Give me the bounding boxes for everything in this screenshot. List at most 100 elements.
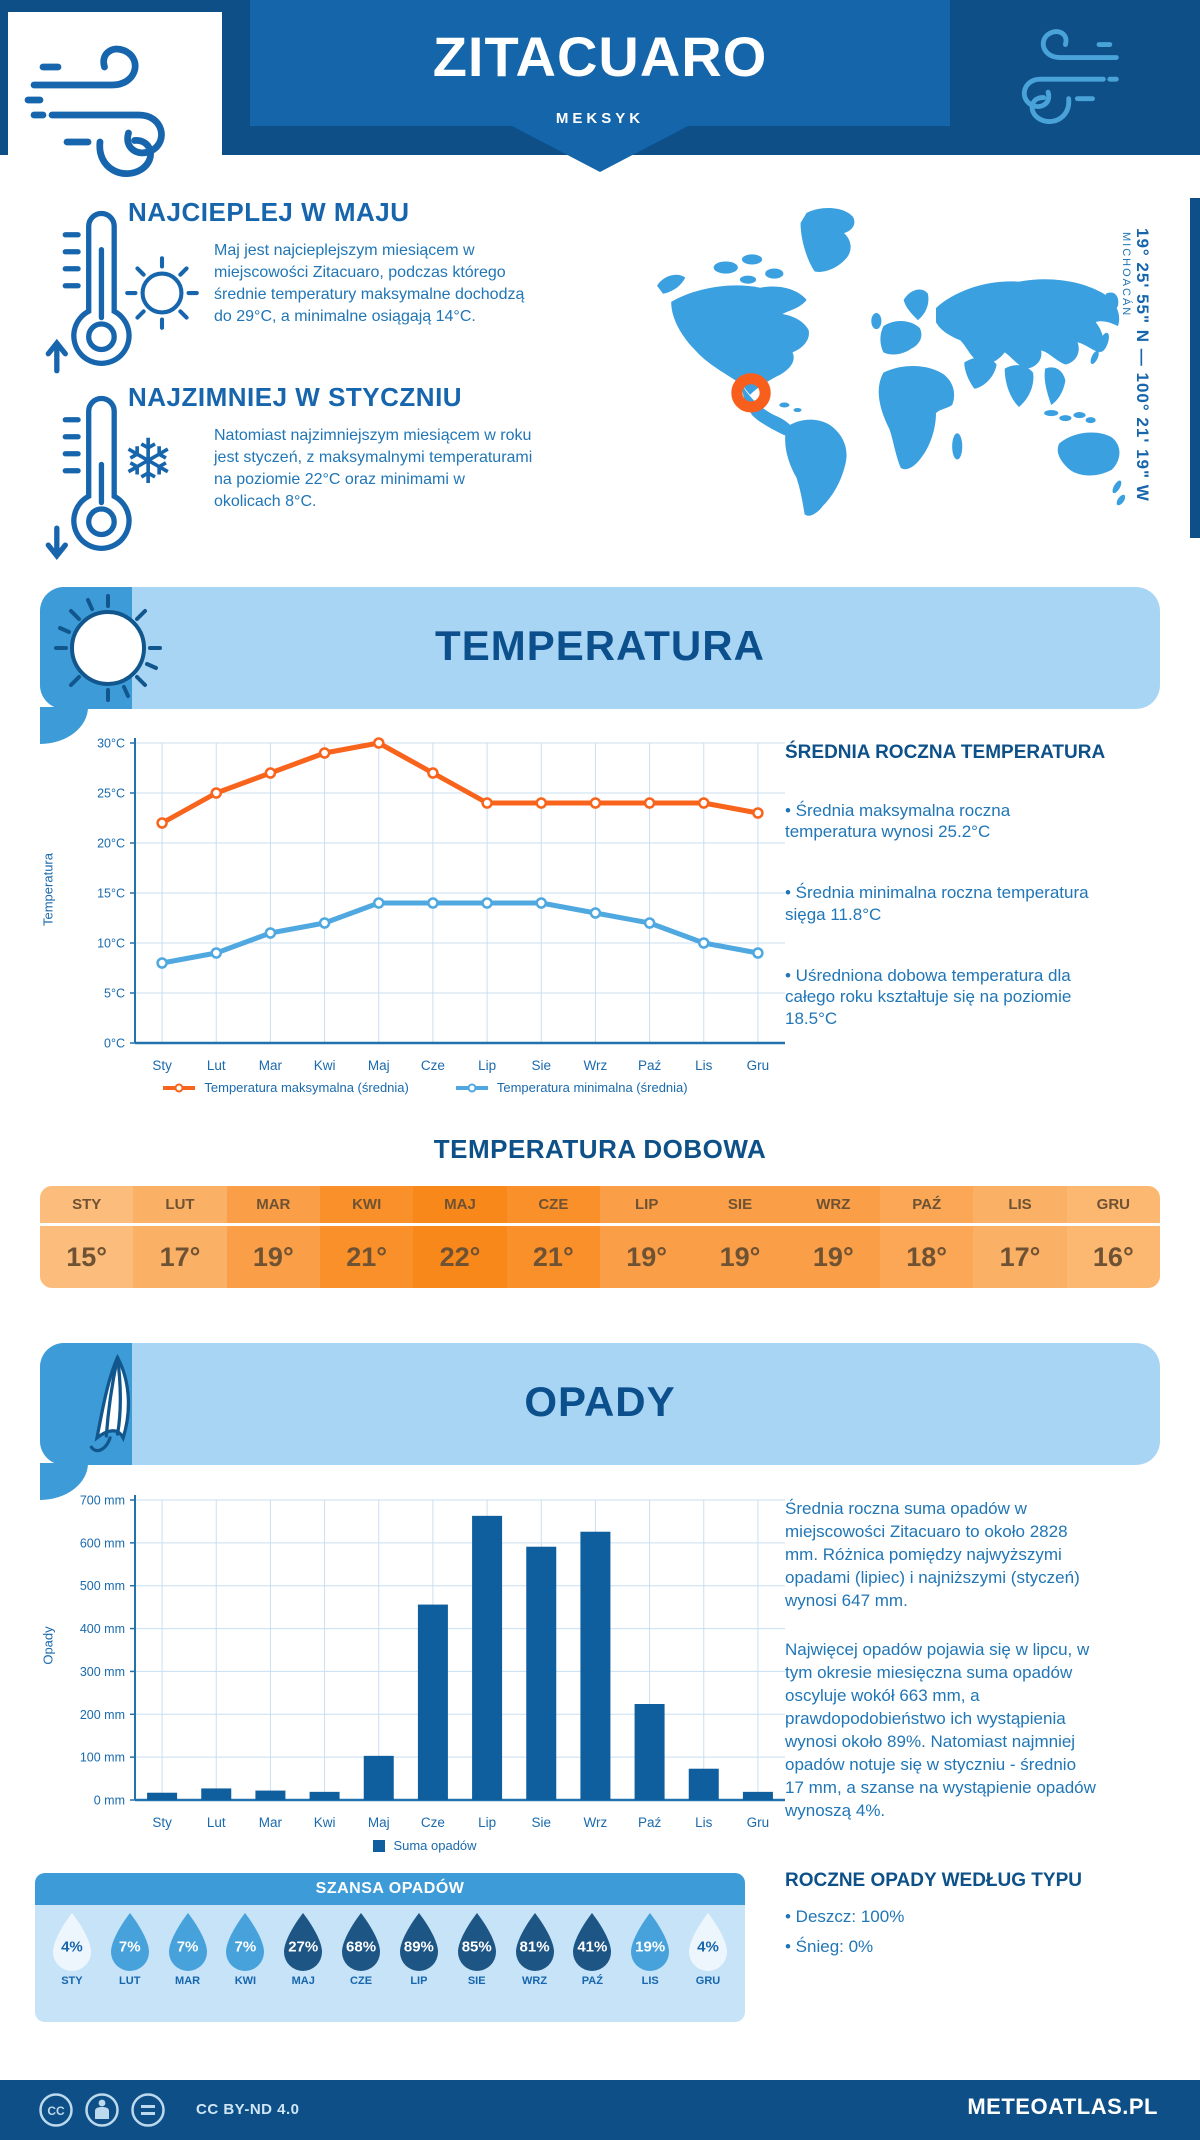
y-tick-label: 10°C: [97, 937, 125, 951]
precipitation-text-column: Średnia roczna suma opadów w miejscowośc…: [785, 1497, 1185, 1962]
x-tick-label: Mar: [259, 1815, 283, 1830]
temp-table-value: 22°: [439, 1241, 481, 1272]
temp-table-value: 21°: [346, 1241, 388, 1272]
data-point-marker: [481, 897, 493, 909]
temp-table-month: LIP: [600, 1186, 694, 1226]
temp-table-month: STY: [40, 1186, 134, 1226]
legend-max-item: Temperatura maksymalna (średnia): [162, 1080, 409, 1095]
data-point-marker: [643, 917, 656, 929]
temperature-line-chart: Sty Lut Mar Kwi Maj Cze Lip Sie Wrz Paź Lis Gru 0°C 5…: [97, 737, 785, 1073]
temp-table-value: 15°: [66, 1241, 108, 1272]
location-marker: [731, 373, 771, 413]
temperature-summary-title: ŚREDNIA ROCZNA TEMPERATURA: [785, 742, 1106, 763]
precipitation-banner: [40, 1343, 1160, 1465]
x-tick-label: Lut: [207, 1058, 226, 1073]
rain-chance-drop: 41% PAŹ: [565, 1911, 619, 1987]
temp-table-month: GRU: [1066, 1186, 1160, 1226]
x-tick-label: Cze: [421, 1058, 445, 1073]
legend-sum-label: Suma opadów: [393, 1838, 477, 1853]
data-point-marker: [210, 787, 222, 799]
temperature-summary-bullets: • Średnia maksymalna roczna temperatura …: [785, 778, 1185, 1069]
data-point-marker: [318, 747, 331, 759]
legend-sum-item: Suma opadów: [373, 1838, 477, 1853]
x-tick-label: Sie: [531, 1815, 551, 1830]
bar: [417, 1604, 448, 1800]
temp-table-month: WRZ: [786, 1186, 880, 1226]
x-tick-label: Lip: [478, 1815, 496, 1830]
rain-chance-drop: 7% LUT: [103, 1911, 157, 1987]
legend-min-item: Temperatura minimalna (średnia): [455, 1080, 688, 1095]
x-tick-label: Lip: [478, 1058, 496, 1073]
precipitation-bar-chart: Sty Lut Mar Kwi Maj Cze Lip Sie Wrz Paź Lis Gru 0 mm…: [80, 1494, 785, 1830]
temp-table-column: LUT 17°: [133, 1186, 227, 1288]
x-tick-label: Kwi: [314, 1815, 336, 1830]
y-tick-label: 15°C: [97, 887, 125, 901]
drop-month: CZE: [350, 1975, 373, 1987]
temp-table-value: 16°: [1092, 1241, 1134, 1272]
coldest-text: Natomiast najzimniejszym miesiącem w rok…: [214, 427, 533, 510]
temperature-legend: Temperatura maksymalna (średnia) Tempera…: [60, 1080, 790, 1095]
data-point-marker: [318, 917, 331, 929]
drop-month: KWI: [234, 1975, 257, 1987]
x-tick-label: Maj: [368, 1815, 390, 1830]
x-tick-label: Kwi: [314, 1058, 336, 1073]
world-map: [657, 207, 1125, 516]
thermometer-hot-icon: [45, 210, 132, 374]
temp-table-value: 19°: [626, 1241, 668, 1272]
drop-percent: 81%: [519, 1938, 550, 1956]
rain-chance-box: SZANSA OPADÓW 4% STY 7% LUT 7% MAR 7% KWI 27% MAJ…: [35, 1873, 745, 2022]
drop-percent: 7%: [176, 1938, 199, 1956]
droplet-icon: [399, 1913, 438, 1971]
legend-max-swatch: [163, 1083, 196, 1092]
coldest-title: NAJZIMNIEJ W STYCZNIU: [128, 382, 463, 412]
cc-license-icons: CC: [39, 2093, 165, 2127]
temperature-bullet-2: • Średnia minimalna roczna temperatura s…: [785, 883, 1089, 924]
droplet-icon: [342, 1913, 381, 1971]
x-tick-label: Paź: [638, 1058, 662, 1073]
x-tick-label: Wrz: [584, 1815, 608, 1830]
data-point-marker: [643, 797, 656, 809]
data-point-marker: [264, 767, 277, 779]
page-title: ZITACUARO: [432, 25, 768, 88]
temp-table-column: PAŹ 18°: [880, 1186, 974, 1288]
warmest-text: Maj jest najcieplejszym miesiącem w miej…: [214, 242, 525, 325]
data-point-marker: [210, 947, 222, 959]
data-point-marker: [427, 767, 439, 779]
droplet-icon: [457, 1913, 496, 1971]
data-point-marker: [589, 907, 602, 919]
temp-table-month: PAŹ: [880, 1186, 974, 1226]
drop-month: LIS: [641, 1975, 659, 1987]
data-point-marker: [264, 927, 277, 939]
footer-band: [0, 2080, 1200, 2140]
bar: [634, 1704, 665, 1800]
temp-table-column: MAJ 22°: [413, 1186, 507, 1288]
data-point-marker: [535, 897, 547, 909]
x-tick-label: Gru: [747, 1058, 770, 1073]
drop-percent: 7%: [118, 1938, 141, 1956]
temp-table-column: MAR 19°: [226, 1186, 320, 1288]
x-tick-label: Gru: [747, 1815, 770, 1830]
x-tick-label: Lis: [695, 1058, 713, 1073]
drop-month: GRU: [695, 1975, 721, 1987]
droplet-icon: [515, 1913, 554, 1971]
y-tick-label: 25°C: [97, 787, 125, 801]
precipitation-paragraph-2: Najwięcej opadów pojawia się w lipcu, w …: [785, 1640, 1096, 1820]
droplet-icon: [573, 1913, 612, 1971]
droplet-icon: [631, 1913, 670, 1971]
temperature-y-axis-label: Temperatura: [40, 853, 56, 926]
warmest-title: NAJCIEPLEJ W MAJU: [128, 197, 410, 227]
x-tick-label: Sty: [152, 1058, 172, 1073]
data-point-marker: [373, 737, 385, 749]
temperature-bullet-1: • Średnia maksymalna roczna temperatura …: [785, 800, 1011, 842]
drop-percent: 41%: [577, 1938, 608, 1956]
coordinates-text: 19° 25' 55" N — 100° 21' 19" W: [1133, 228, 1152, 502]
bar: [742, 1791, 773, 1800]
svg-text:CC: CC: [47, 2104, 65, 2118]
data-point-marker: [427, 897, 439, 909]
rain-chance-drop: 85% SIE: [450, 1911, 504, 1987]
no-derivatives-icon: [131, 2093, 165, 2127]
y-tick-label: 0 mm: [94, 1794, 125, 1808]
rain-chance-drops: 4% STY 7% LUT 7% MAR 7% KWI 27% MAJ 68% CZE 89% LIP 85…: [35, 1905, 745, 1987]
y-tick-label: 5°C: [104, 987, 125, 1001]
